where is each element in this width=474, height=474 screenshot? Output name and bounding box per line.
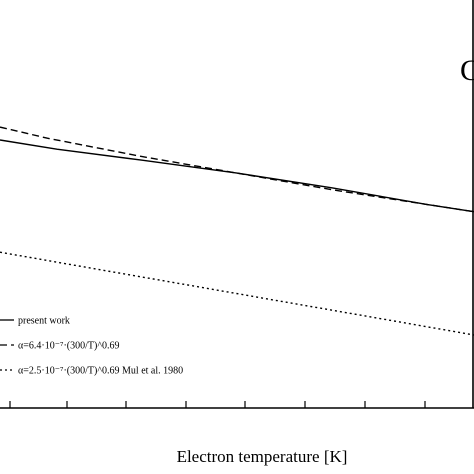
legend: present work α=6.4·10⁻⁷·(300/T)^0.69 α=2.5… bbox=[0, 316, 183, 377]
panel-label: C bbox=[460, 54, 474, 87]
x-axis-label: Electron temperature [K] bbox=[177, 447, 348, 466]
series-line-3 bbox=[0, 251, 474, 336]
axes bbox=[0, 0, 474, 409]
series-layer bbox=[0, 126, 474, 336]
legend-label-1: present work bbox=[18, 316, 70, 327]
legend-label-2: α=6.4·10⁻⁷·(300/T)^0.69 bbox=[18, 341, 120, 352]
legend-label-3: α=2.5·10⁻⁷·(300/T)^0.69 Mul et al. 1980 bbox=[18, 366, 183, 377]
series-line-2 bbox=[0, 126, 474, 213]
